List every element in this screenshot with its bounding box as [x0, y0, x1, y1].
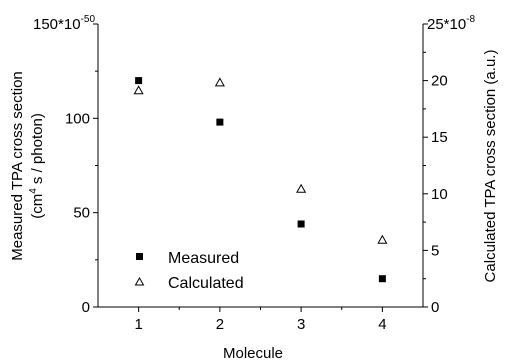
calculated-point — [216, 78, 224, 86]
right-y-tick-label: 0 — [431, 299, 439, 316]
left-axis-title-line1: Measured TPA cross section — [9, 71, 26, 261]
calculated-point — [134, 86, 142, 94]
legend-label-measured: Measured — [168, 250, 239, 267]
legend-swatch-calculated — [136, 278, 144, 285]
x-tick-label: 4 — [378, 316, 386, 333]
legend-label-calculated: Calculated — [168, 275, 244, 292]
right-y-tick-label: 20 — [431, 73, 448, 90]
left-axis-title-line2: (cm4 s / photon) — [28, 113, 46, 219]
right-top-label-base: 25*10 — [427, 16, 466, 33]
right-axis-title: Calculated TPA cross section (a.u.) — [482, 50, 499, 283]
x-axis-title: Molecule — [223, 345, 283, 362]
axes-group: 1 2 3 4 0 50 100 0 5 10 15 20 — [65, 24, 448, 333]
right-axis-top-label: 25*10-8 — [427, 14, 476, 33]
right-y-tick-label: 5 — [431, 242, 439, 259]
left-y-tick-label: 50 — [73, 205, 90, 222]
calculated-point — [297, 185, 305, 193]
measured-point — [298, 220, 305, 227]
x-tick-label: 2 — [216, 316, 224, 333]
left-top-label-exp: -50 — [81, 14, 96, 25]
left-y-tick-label: 100 — [65, 110, 90, 127]
right-y-tick-label: 15 — [431, 129, 448, 146]
left-top-label-base: 150*10 — [33, 16, 81, 33]
left-axis-top-label: 150*10-50 — [33, 14, 95, 33]
measured-point — [379, 275, 386, 282]
left-axis-unit-pre: (cm — [29, 194, 46, 219]
measured-point — [216, 119, 223, 126]
left-axis-unit-post: s / photon) — [29, 113, 46, 188]
x-tick-label: 1 — [134, 316, 142, 333]
legend-swatch-measured — [136, 253, 143, 260]
measured-point — [135, 77, 142, 84]
x-tick-label: 3 — [297, 316, 305, 333]
right-y-tick-label: 10 — [431, 186, 448, 203]
right-top-label-exp: -8 — [466, 14, 475, 25]
calculated-point — [378, 236, 386, 244]
legend: Measured Calculated — [136, 250, 244, 292]
left-y-tick-label: 0 — [82, 299, 90, 316]
